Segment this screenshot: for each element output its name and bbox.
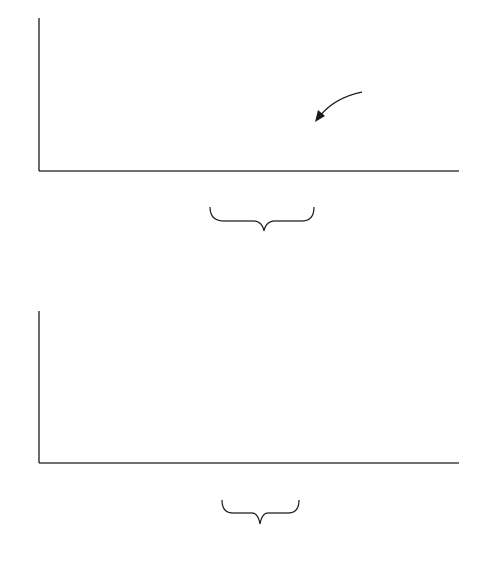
panel-bottom: [38, 311, 459, 525]
annotation-arrow: [319, 91, 363, 117]
selection-differential-brace: [209, 206, 315, 232]
genetic-gain-brace: [221, 499, 300, 525]
annotation-arrowhead: [315, 110, 325, 122]
panel-top: [38, 18, 459, 232]
